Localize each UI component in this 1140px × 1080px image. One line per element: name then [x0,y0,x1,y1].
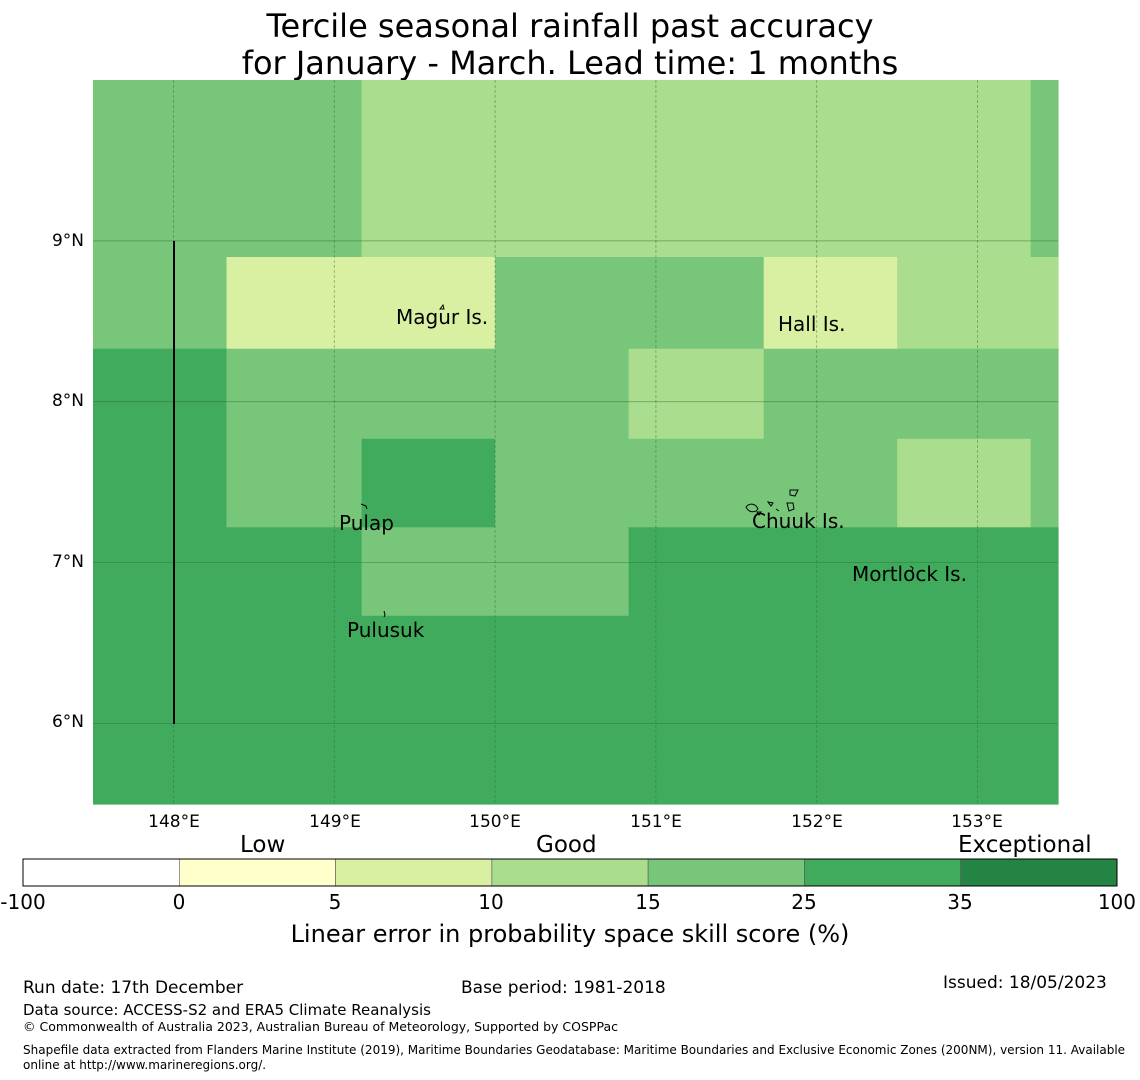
colorbar-title: Linear error in probability space skill … [290,920,850,948]
skill-cell [495,257,765,350]
place-label-magur: Magur Is. [396,305,489,329]
colorbar-tick-label: 0 [172,890,186,914]
skill-cell [226,348,630,440]
place-label-pulusuk: Pulusuk [347,618,425,642]
lon-label-150e: 150°E [469,812,521,832]
colorbar-swatch [22,858,180,887]
legend-category-good: Good [536,832,597,858]
colorbar-swatch [335,858,493,887]
skill-cell [763,348,1059,440]
lon-label-148e: 148°E [148,812,200,832]
lat-label-9n: 9°N [51,231,84,251]
place-label-pulap: Pulap [339,511,394,535]
skill-cell [628,527,1059,617]
pulusuk-island-shape [383,610,386,618]
skill-cell [628,348,765,440]
skill-cell [93,615,1059,805]
run-date: Run date: 17th December [23,978,244,998]
skill-cell [1030,438,1059,528]
lat-label-6n: 6°N [51,712,84,732]
colorbar [22,858,1118,887]
skill-cell [93,348,228,440]
magur-island-shape [439,303,445,310]
skill-cell [897,438,1032,528]
lat-label-8n: 8°N [51,391,84,411]
colorbar-frame [22,858,1118,887]
skill-cell [226,257,496,350]
colorbar-tick-label: 25 [791,890,817,914]
skill-cell [361,80,1032,258]
copyright-notice: © Commonwealth of Australia 2023, Austra… [23,1019,618,1034]
skill-cell [226,438,363,528]
chart-title-line1: Tercile seasonal rainfall past accuracy [266,7,874,45]
legend-category-exceptional: Exceptional [958,832,1092,858]
shapefile-credit-line2: online at http://www.marineregions.org/. [23,1058,267,1072]
lat-label-7n: 7°N [51,552,84,572]
shapefile-credit-line1: Shapefile data extracted from Flanders M… [23,1043,1126,1057]
skill-cell [361,438,496,528]
colorbar-swatch [491,858,649,887]
chart-title-line2: for January - March. Lead time: 1 months [241,44,899,82]
skill-cell [93,257,228,350]
skill-cell [93,80,363,258]
colorbar-swatch [179,858,336,887]
skill-cell [763,257,898,350]
colorbar-swatch [804,858,962,887]
colorbar-tick-label: -100 [0,890,46,914]
colorbar-tick-label: 35 [947,890,973,914]
skill-cell [93,527,363,617]
mortlock-island-shape [909,565,914,572]
pulap-island-shape [360,503,368,510]
colorbar-tick-label: 15 [635,890,661,914]
lon-label-152e: 152°E [791,812,843,832]
skill-cell [93,438,228,528]
place-label-hall: Hall Is. [778,312,846,336]
base-period: Base period: 1981-2018 [461,978,666,998]
colorbar-tick-label: 100 [1097,890,1136,914]
skill-cell [1030,80,1059,258]
skill-cell [495,438,898,528]
lon-label-151e: 151°E [630,812,682,832]
colorbar-swatch [647,858,805,887]
lon-label-149e: 149°E [309,812,361,832]
data-source: Data source: ACCESS-S2 and ERA5 Climate … [23,1001,431,1019]
chuuk-island-shape [745,489,799,516]
skill-grid-cells [93,80,1059,805]
colorbar-swatch [960,858,1118,887]
legend-category-low: Low [240,832,286,858]
place-label-chuuk: Chuuk Is. [752,509,845,533]
island-outlines [360,303,914,618]
lon-label-153e: 153°E [951,812,1003,832]
issued-date: Issued: 18/05/2023 [943,973,1107,993]
colorbar-tick-label: 10 [478,890,504,914]
place-label-mortlock: Mortlock Is. [852,562,967,586]
colorbar-tick-label: 5 [328,890,342,914]
